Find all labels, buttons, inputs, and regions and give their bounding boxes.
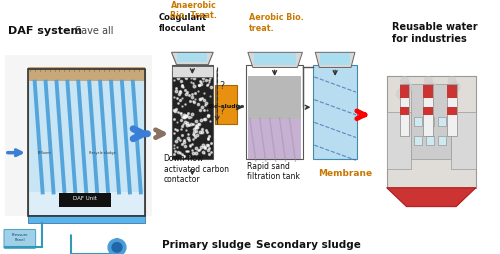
Circle shape <box>396 89 408 100</box>
Bar <box>60 194 111 207</box>
Bar <box>29 81 144 193</box>
Bar <box>246 65 304 160</box>
Bar <box>426 117 434 127</box>
Circle shape <box>450 83 460 93</box>
Bar <box>424 84 434 136</box>
Bar <box>386 77 476 188</box>
Bar <box>400 108 409 115</box>
Bar <box>400 85 409 98</box>
Text: Bio-sludge: Bio-sludge <box>208 104 244 109</box>
Text: Rapid sand
filtration tank: Rapid sand filtration tank <box>247 161 300 181</box>
Text: Secondary sludge: Secondary sludge <box>256 240 360 249</box>
Text: Aerobic Bio.
treat.: Aerobic Bio. treat. <box>249 13 304 33</box>
Text: Down-flow
activated carbon
contactor: Down-flow activated carbon contactor <box>164 154 228 183</box>
Text: Effluent: Effluent <box>38 150 52 154</box>
Bar <box>438 117 446 127</box>
Polygon shape <box>386 188 476 207</box>
Circle shape <box>400 78 408 85</box>
Bar <box>426 136 434 146</box>
Text: Save all: Save all <box>76 26 114 36</box>
Polygon shape <box>316 53 355 68</box>
Text: DAF system: DAF system <box>8 26 82 36</box>
Bar <box>414 117 422 127</box>
Bar <box>438 136 446 146</box>
FancyBboxPatch shape <box>4 229 36 248</box>
Text: Pressure
Panel: Pressure Panel <box>12 232 28 241</box>
Bar <box>424 108 434 115</box>
Bar <box>5 56 152 216</box>
Bar <box>28 70 145 216</box>
Polygon shape <box>172 53 213 65</box>
Bar <box>178 54 207 62</box>
Bar <box>172 65 213 160</box>
Bar <box>28 70 145 216</box>
Circle shape <box>426 83 436 93</box>
Bar <box>447 84 457 136</box>
Circle shape <box>444 89 456 100</box>
Bar <box>451 113 476 169</box>
Bar <box>248 77 302 119</box>
Bar <box>28 68 145 81</box>
Bar <box>386 113 411 169</box>
Circle shape <box>68 229 74 234</box>
Text: Coagulant
flocculant: Coagulant flocculant <box>158 13 207 33</box>
Bar <box>447 108 457 115</box>
Bar <box>172 66 213 78</box>
Bar <box>320 54 350 65</box>
Circle shape <box>448 78 456 85</box>
Bar <box>412 84 451 160</box>
Text: ?: ? <box>219 105 224 116</box>
Circle shape <box>420 89 432 100</box>
Bar <box>447 85 457 98</box>
Bar <box>248 119 302 160</box>
Text: Anaerobic
Bio. Treat.: Anaerobic Bio. Treat. <box>170 1 217 20</box>
Bar <box>254 54 296 65</box>
Bar <box>28 215 145 223</box>
Text: Primary sludge: Primary sludge <box>162 240 250 249</box>
Circle shape <box>424 78 432 85</box>
Circle shape <box>402 83 412 93</box>
Text: DAF Unit: DAF Unit <box>74 195 97 200</box>
Text: Reusable water
for industries: Reusable water for industries <box>392 22 478 44</box>
Circle shape <box>108 239 126 254</box>
Bar <box>414 136 422 146</box>
Bar <box>215 85 237 125</box>
Polygon shape <box>248 53 302 68</box>
Circle shape <box>112 243 122 252</box>
Text: ?: ? <box>219 81 224 91</box>
Text: Recycle sludge: Recycle sludge <box>89 150 116 154</box>
Bar <box>424 85 434 98</box>
Text: Membrane: Membrane <box>318 169 372 178</box>
Bar <box>400 84 409 136</box>
Bar <box>314 65 357 160</box>
